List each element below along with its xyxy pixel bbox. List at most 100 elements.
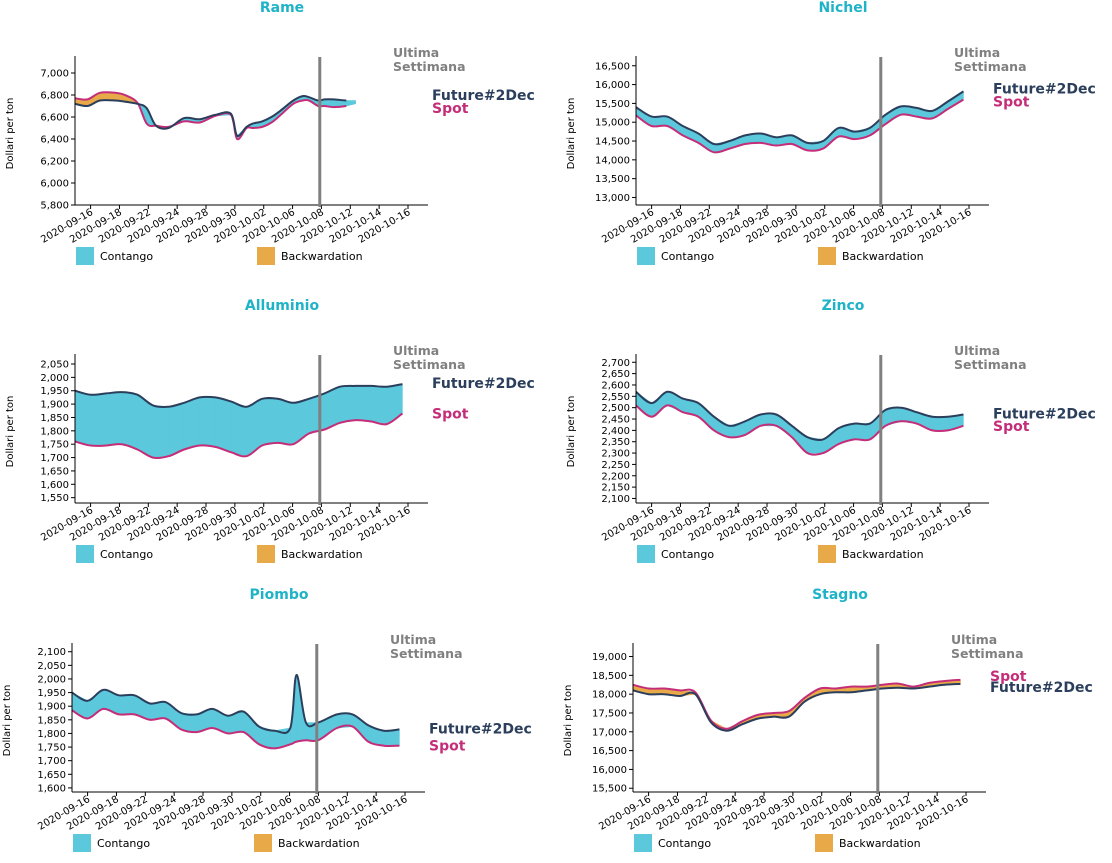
contango-segment (698, 402, 715, 432)
spot-line (632, 678, 961, 730)
y-tick-label: 1,850 (37, 715, 66, 726)
spot-label: Spot (993, 419, 1030, 435)
future-label: Future#2Dec (429, 721, 532, 737)
y-tick-label: 1,950 (40, 386, 69, 397)
y-tick-label: 2,350 (601, 437, 630, 448)
y-tick-label: 2,000 (40, 373, 69, 384)
future-label: Future#2Dec (432, 376, 535, 392)
y-tick-label: 14,500 (595, 137, 630, 148)
legend-label-backwardation: Backwardation (278, 837, 360, 850)
spot-line (635, 404, 964, 456)
y-axis-label: Dollari per ton (566, 98, 577, 170)
future-line (74, 383, 403, 409)
legend-label-backwardation: Backwardation (281, 548, 363, 561)
y-tick-label: 16,000 (595, 80, 630, 91)
contango-segment (308, 392, 325, 434)
spot-label: Spot (432, 406, 469, 422)
y-tick-label: 1,550 (40, 493, 69, 504)
y-tick-label: 1,750 (37, 743, 66, 754)
last-week-label: Ultima (954, 343, 1000, 358)
last-week-label: Ultima (390, 632, 436, 647)
contango-segment (853, 423, 871, 440)
y-tick-label: 15,500 (595, 99, 630, 110)
spread-fill (635, 90, 964, 153)
y-tick-label: 2,200 (601, 471, 630, 482)
y-tick-label: 2,600 (601, 380, 630, 391)
spot-label: Spot (429, 739, 466, 755)
future-label: Future#2Dec (993, 81, 1096, 97)
contango-segment (383, 729, 400, 746)
spread-fill (74, 383, 403, 459)
future-line (635, 390, 964, 442)
last-week-label: Settimana (951, 646, 1024, 661)
contango-segment (215, 397, 232, 453)
spot-line (74, 412, 403, 460)
chart-title: Zinco (822, 298, 865, 314)
legend-swatch-contango (76, 545, 94, 563)
contango-segment (230, 400, 247, 457)
chart-rame: Rame Dollari per ton 5,800 6,000 6,200 6,400 6… (5, 0, 535, 265)
legend-swatch-backwardation (257, 545, 275, 563)
y-tick-label: 1,600 (37, 783, 66, 794)
y-tick-label: 15,500 (592, 784, 627, 795)
contango-segment (345, 100, 356, 107)
y-axis-label: Dollari per ton (5, 396, 16, 468)
contango-segment (243, 710, 260, 745)
y-tick-label: 17,500 (592, 708, 627, 719)
contango-segment (869, 409, 886, 441)
y-tick-label: 2,500 (601, 403, 630, 414)
last-week-label: Settimana (390, 646, 463, 661)
y-tick-label: 2,150 (601, 483, 630, 494)
y-tick-label: 2,050 (40, 360, 69, 371)
spot-line (635, 98, 964, 154)
chart-stagno: Stagno Dollari per ton 15,500 16,000 16,500 1… (563, 587, 1093, 852)
y-tick-label: 7,000 (40, 69, 69, 80)
legend-label-contango: Contango (661, 548, 714, 561)
contango-segment (370, 385, 388, 425)
chart-zinco: Zinco Dollari per ton 2,1002,1502,2002,250… (566, 298, 1096, 563)
legend: Contango Backwardation (637, 247, 924, 265)
contango-segment (386, 383, 403, 425)
last-week-label: Settimana (393, 357, 466, 372)
contango-segment (651, 391, 668, 418)
legend-swatch-backwardation (815, 834, 833, 852)
legend-label-contango: Contango (97, 837, 150, 850)
y-tick-label: 2,050 (37, 661, 66, 672)
last-week-label: Settimana (393, 59, 466, 74)
y-tick-label: 1,650 (40, 466, 69, 477)
y-tick-label: 1,700 (37, 756, 66, 767)
contango-segment (277, 398, 294, 445)
y-tick-label: 2,100 (37, 647, 66, 658)
future-line (71, 673, 400, 734)
y-tick-label: 17,000 (592, 727, 627, 738)
y-tick-label: 18,500 (592, 671, 627, 682)
y-tick-label: 2,450 (601, 415, 630, 426)
last-week-label: Ultima (954, 45, 1000, 60)
y-tick-label: 1,750 (40, 440, 69, 451)
contango-segment (152, 405, 169, 458)
contango-segment (261, 398, 279, 446)
y-tick-label: 1,800 (37, 729, 66, 740)
y-axis-label: Dollari per ton (2, 685, 13, 757)
y-tick-label: 1,900 (40, 400, 69, 411)
y-tick-label: 6,200 (40, 157, 69, 168)
chart-title: Nichel (818, 0, 867, 16)
y-tick-label: 2,250 (601, 460, 630, 471)
contango-segment (296, 674, 307, 742)
y-tick-label: 5,800 (40, 201, 69, 212)
y-tick-label: 6,000 (40, 179, 69, 190)
contango-segment (682, 125, 699, 144)
chart-title: Piombo (250, 587, 309, 603)
contango-segment (121, 391, 138, 450)
y-tick-label: 1,650 (37, 770, 66, 781)
contango-segment (149, 701, 166, 721)
y-tick-label: 13,000 (595, 193, 630, 204)
contango-segment (74, 390, 91, 446)
chart-title: Rame (260, 0, 304, 16)
spot-label: Spot (432, 101, 469, 117)
y-tick-label: 1,800 (40, 426, 69, 437)
y-tick-label: 15,000 (595, 118, 630, 129)
future-line (635, 90, 964, 146)
contango-segment (931, 416, 949, 431)
future-label: Future#2Dec (432, 88, 535, 104)
